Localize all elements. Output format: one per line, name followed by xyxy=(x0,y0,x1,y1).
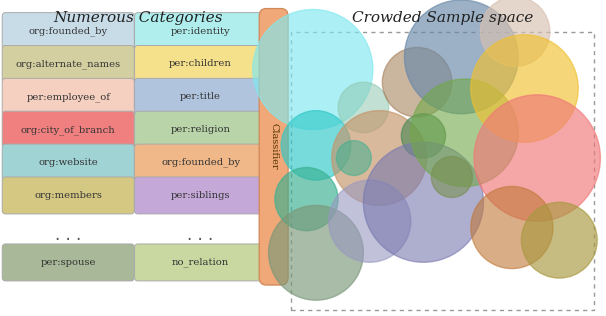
FancyBboxPatch shape xyxy=(259,9,288,285)
Text: per:children: per:children xyxy=(169,59,232,69)
Circle shape xyxy=(481,0,550,66)
Circle shape xyxy=(331,111,427,205)
Text: Numerous Categories: Numerous Categories xyxy=(53,11,222,25)
Text: per:spouse: per:spouse xyxy=(41,258,96,267)
Circle shape xyxy=(411,79,518,186)
Text: per:employee_of: per:employee_of xyxy=(26,92,110,102)
Text: per:title: per:title xyxy=(180,92,221,101)
Text: Classifier: Classifier xyxy=(269,124,278,170)
Circle shape xyxy=(338,82,388,133)
Circle shape xyxy=(382,47,452,117)
Text: per:identity: per:identity xyxy=(171,27,230,36)
Circle shape xyxy=(471,186,553,269)
Circle shape xyxy=(336,141,371,175)
Text: org:founded_by: org:founded_by xyxy=(161,158,240,167)
Circle shape xyxy=(268,205,364,300)
Bar xyxy=(291,32,594,310)
Circle shape xyxy=(521,202,598,278)
FancyBboxPatch shape xyxy=(135,78,267,115)
FancyBboxPatch shape xyxy=(135,144,267,181)
FancyBboxPatch shape xyxy=(2,46,135,82)
Circle shape xyxy=(431,156,473,198)
FancyBboxPatch shape xyxy=(2,144,135,181)
FancyBboxPatch shape xyxy=(2,177,135,214)
Text: org:founded_by: org:founded_by xyxy=(28,26,108,36)
Text: org:website: org:website xyxy=(38,158,98,167)
Circle shape xyxy=(401,114,445,158)
Text: org:alternate_names: org:alternate_names xyxy=(16,59,121,69)
Circle shape xyxy=(471,35,578,142)
FancyBboxPatch shape xyxy=(135,111,267,148)
FancyBboxPatch shape xyxy=(2,13,135,50)
Text: · · ·: · · · xyxy=(55,231,81,249)
Circle shape xyxy=(275,167,338,231)
Text: org:city_of_branch: org:city_of_branch xyxy=(21,125,116,135)
FancyBboxPatch shape xyxy=(135,46,267,82)
Text: per:religion: per:religion xyxy=(171,125,231,134)
Circle shape xyxy=(404,0,518,114)
FancyBboxPatch shape xyxy=(2,111,135,148)
Circle shape xyxy=(364,142,484,262)
Text: Crowded Sample space: Crowded Sample space xyxy=(351,11,533,25)
FancyBboxPatch shape xyxy=(2,78,135,115)
Text: per:siblings: per:siblings xyxy=(171,191,230,200)
Circle shape xyxy=(253,9,373,130)
FancyBboxPatch shape xyxy=(2,244,135,281)
Circle shape xyxy=(474,95,601,221)
FancyBboxPatch shape xyxy=(135,177,267,214)
Circle shape xyxy=(281,111,351,180)
Text: org:members: org:members xyxy=(35,191,102,200)
FancyBboxPatch shape xyxy=(135,13,267,50)
FancyBboxPatch shape xyxy=(135,244,267,281)
Text: no_relation: no_relation xyxy=(172,258,229,267)
Text: · · ·: · · · xyxy=(187,231,214,249)
Circle shape xyxy=(328,180,411,262)
